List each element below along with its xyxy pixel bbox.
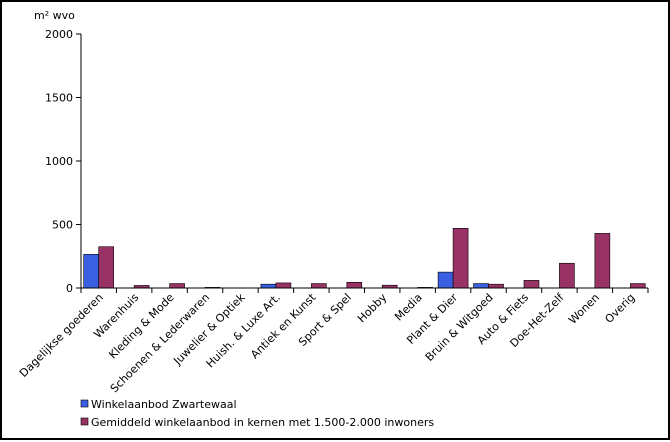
bar-gemiddeld <box>559 262 575 289</box>
y-tick-label: 1500 <box>45 92 73 105</box>
x-category-label: Antiek en Kunst <box>248 290 319 361</box>
axes <box>80 34 649 293</box>
y-tick-label: 0 <box>66 282 73 295</box>
bar-zwartewaal <box>473 283 489 289</box>
legend-entry-label: Winkelaanbod Zwartewaal <box>91 398 237 411</box>
bar-gemiddeld <box>98 246 115 289</box>
x-category-label: Hobby <box>355 291 390 326</box>
bar-zwartewaal <box>83 254 100 289</box>
legend-entry-label: Gemiddeld winkelaanbod in kernen met 1.5… <box>91 416 434 429</box>
bar-zwartewaal <box>437 271 454 289</box>
bar-gemiddeld <box>594 233 611 289</box>
bar-gemiddeld <box>452 228 469 289</box>
y-tick-label: 500 <box>52 219 73 232</box>
x-category-label: Media <box>392 291 425 324</box>
x-category-label: Wonen <box>566 291 602 327</box>
bar-gemiddeld <box>629 283 646 289</box>
bar-zwartewaal <box>260 283 277 289</box>
bar-gemiddeld <box>346 281 363 289</box>
legend-swatch <box>80 399 89 408</box>
bar-gemiddeld <box>169 283 185 289</box>
x-category-label: Dagelijkse goederen <box>17 291 106 380</box>
legend: Winkelaanbod Zwartewaal Gemiddeld winkela… <box>80 398 434 429</box>
y-tick-label: 1000 <box>45 155 73 168</box>
x-category-label: Overig <box>602 291 637 326</box>
y-tick-label: 2000 <box>45 28 73 41</box>
bar-gemiddeld <box>523 280 540 289</box>
y-axis-unit-label: m² wvo <box>34 9 75 22</box>
bar-gemiddeld <box>488 283 504 289</box>
bar-gemiddeld <box>311 283 327 289</box>
x-category-label: Kleding & Mode <box>106 291 177 362</box>
bars <box>83 228 646 289</box>
legend-swatch <box>80 417 89 426</box>
bar-gemiddeld <box>275 282 292 289</box>
y-axis-ticks: 0 500 1000 1500 2000 <box>45 28 81 295</box>
